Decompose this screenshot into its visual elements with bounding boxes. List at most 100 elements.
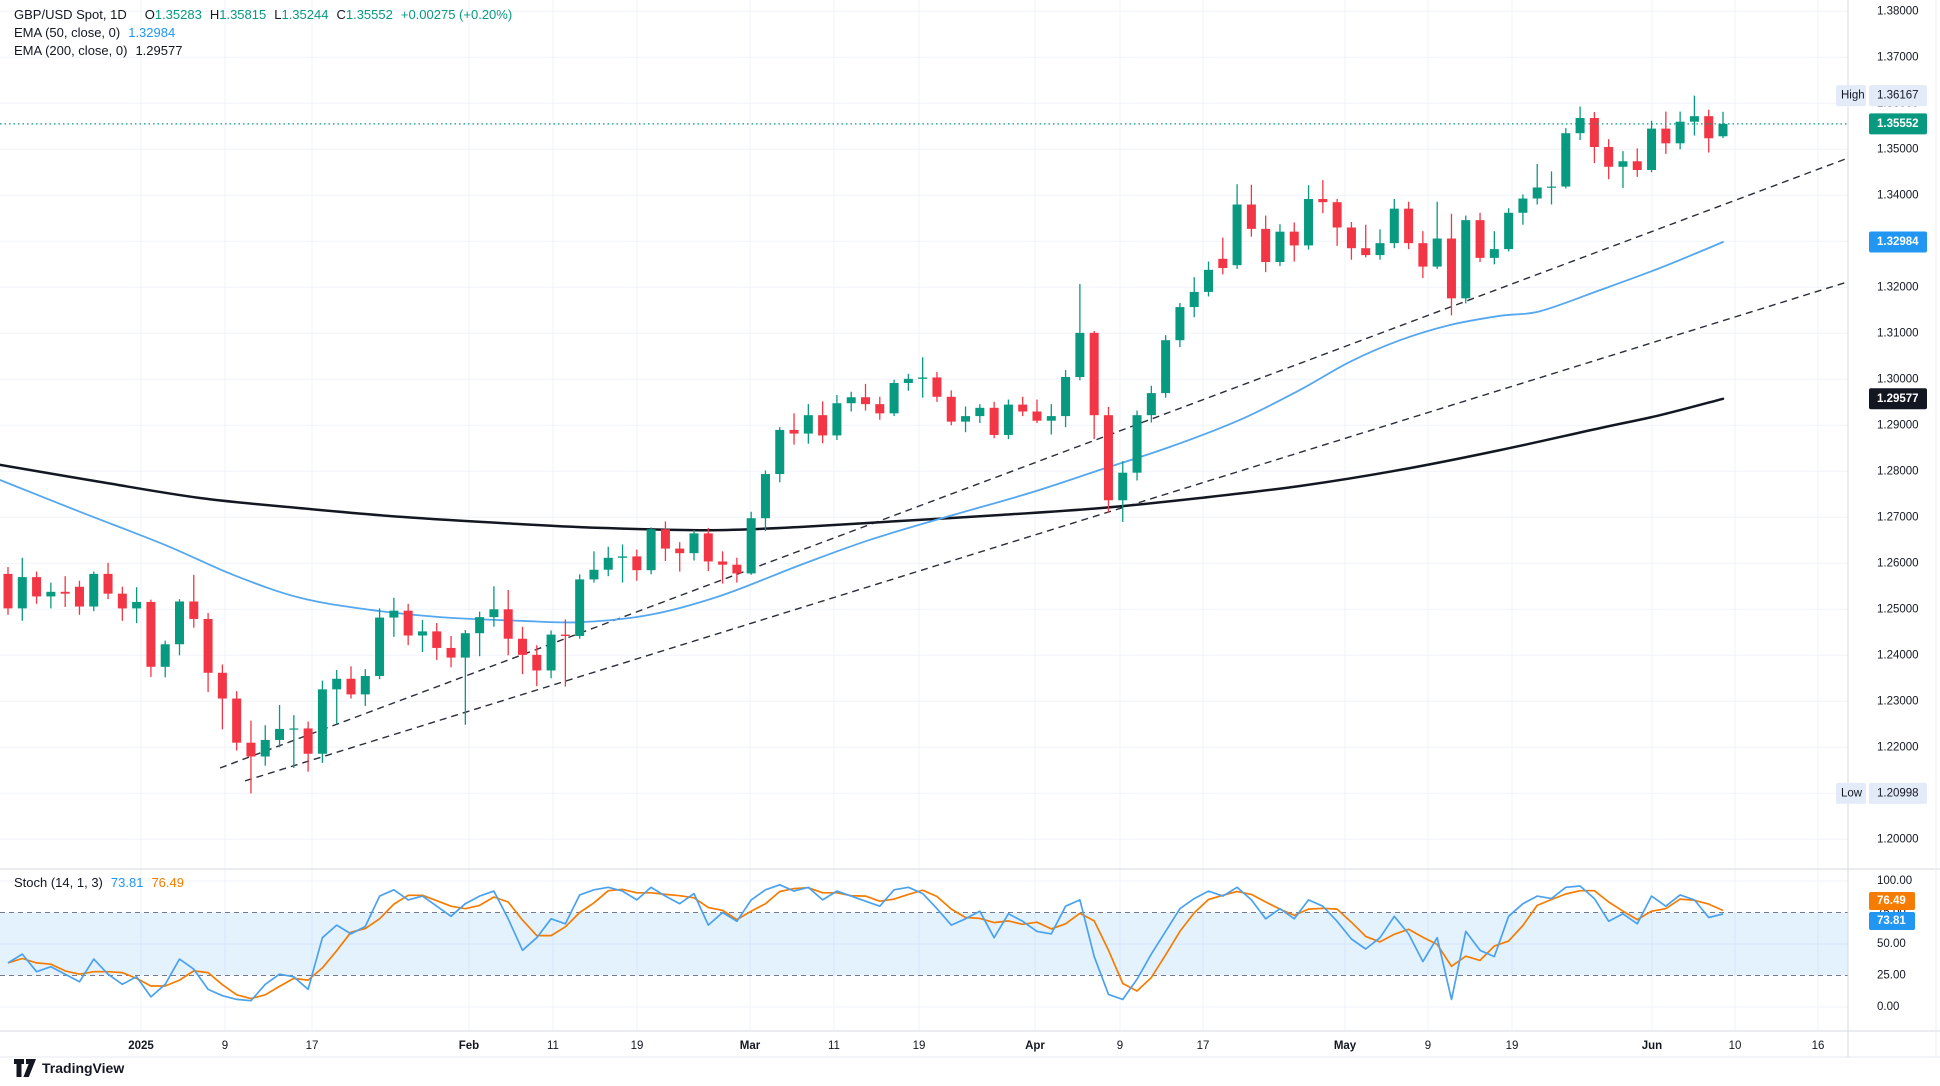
price-axis-label: 1.35000 xyxy=(1877,143,1919,155)
candle-body xyxy=(732,564,742,574)
candle-body xyxy=(1547,186,1557,188)
low-marker-chip-label-bg xyxy=(1836,782,1866,804)
ohlc-value: 1.35815 xyxy=(219,7,267,22)
stoch-d-badge-bg xyxy=(1869,892,1915,910)
candle-body xyxy=(1132,415,1142,473)
ohlc-value: 1.35283 xyxy=(154,7,202,22)
last-price-badge-text: 1.35552 xyxy=(1877,118,1919,130)
price-axis-label: 1.24000 xyxy=(1877,649,1919,661)
candle-body xyxy=(1632,161,1642,170)
ohlc-value: 1.35552 xyxy=(345,7,393,22)
candle-body xyxy=(117,593,127,609)
stoch-k-badge-bg xyxy=(1869,912,1915,930)
candle-body xyxy=(360,676,370,695)
candle-body xyxy=(961,416,971,422)
ema50-line[interactable] xyxy=(0,241,1724,624)
time-axis-label: 19 xyxy=(631,1040,644,1052)
candle-body xyxy=(946,396,956,422)
candle-body xyxy=(1146,393,1156,416)
candle-body xyxy=(918,377,928,379)
candle-body xyxy=(1604,147,1614,167)
candles-layer[interactable] xyxy=(3,95,1728,794)
time-axis-label: 11 xyxy=(547,1040,559,1052)
candle-body xyxy=(1089,332,1099,416)
candle-body xyxy=(703,533,713,562)
candle-body xyxy=(289,728,299,730)
stoch-k-value: 73.81 xyxy=(110,875,144,890)
candle-body xyxy=(32,577,42,597)
trendline-upper[interactable] xyxy=(219,157,1849,769)
candle-body xyxy=(1375,243,1385,256)
ema200-value: 1.29577 xyxy=(135,43,183,58)
candle-body xyxy=(1232,204,1242,266)
candle-body xyxy=(1161,340,1171,394)
time-axis-label: 19 xyxy=(1506,1040,1519,1052)
ema50-legend-row[interactable]: EMA (50, close, 0) 1.32984 xyxy=(14,24,512,42)
candle-body xyxy=(1189,291,1199,308)
candle-body xyxy=(1003,404,1013,435)
candle-body xyxy=(132,601,142,609)
price-axis-label: 1.37000 xyxy=(1877,51,1919,63)
high-marker-chip-value: 1.36167 xyxy=(1877,90,1919,102)
price-axis-label: 1.25000 xyxy=(1877,603,1919,615)
candle-body xyxy=(560,634,570,636)
last-price-badge: 1.35552 xyxy=(1869,113,1927,135)
candle-body xyxy=(1404,208,1414,244)
candle-body xyxy=(1218,258,1228,268)
candle-body xyxy=(1461,220,1471,299)
candle-body xyxy=(246,742,256,757)
stoch-legend[interactable]: Stoch (14, 1, 3) 73.81 76.49 xyxy=(14,874,184,892)
ohlc-key: L xyxy=(274,7,282,22)
candle-body xyxy=(74,586,84,607)
candle-body xyxy=(646,529,656,571)
candle-body xyxy=(260,739,270,757)
high-marker-chip: High 1.36167 xyxy=(1836,85,1927,107)
ema200-line[interactable] xyxy=(0,397,1725,532)
candle-body xyxy=(660,529,670,549)
price-axis-label: 1.28000 xyxy=(1877,465,1919,477)
candle-body xyxy=(446,647,456,658)
gridlines-layer xyxy=(0,0,1848,1031)
candle-body xyxy=(232,698,242,743)
candle-body xyxy=(1675,121,1685,144)
ema50-price-badge: 1.32984 xyxy=(1869,231,1927,253)
ema200-legend-row[interactable]: EMA (200, close, 0) 1.29577 xyxy=(14,42,512,60)
candle-body xyxy=(460,633,470,658)
candle-body xyxy=(89,573,99,607)
ema200-price-badge-text: 1.29577 xyxy=(1877,393,1919,405)
ema200-label: EMA (200, close, 0) xyxy=(14,43,128,58)
candle-body xyxy=(217,672,227,699)
candle-body xyxy=(718,561,728,565)
candle-body xyxy=(689,533,699,554)
stoch-k-line[interactable] xyxy=(7,883,1724,1002)
tradingview-logo-icon xyxy=(14,1059,36,1077)
candle-body xyxy=(675,548,685,554)
candle-body xyxy=(1318,198,1328,203)
stoch-k-badge-text: 73.81 xyxy=(1877,915,1906,927)
candle-body xyxy=(3,573,13,609)
time-axis-label: 10 xyxy=(1729,1040,1742,1052)
candle-body xyxy=(932,377,942,397)
candle-body xyxy=(1532,187,1542,199)
price-axis-label: 1.22000 xyxy=(1877,741,1919,753)
stoch-d-line[interactable] xyxy=(7,886,1724,1000)
candle-body xyxy=(503,609,513,639)
time-axis-label: Apr xyxy=(1025,1040,1045,1052)
candle-body xyxy=(1489,249,1499,258)
candle-body xyxy=(889,382,899,414)
candle-body xyxy=(775,429,785,475)
candle-body xyxy=(1389,208,1399,244)
time-axis[interactable]: 2025 9 17 Feb 11 19 Mar 11 19 Apr 9 17 May 9 19 Jun 10 16 xyxy=(128,1040,1824,1052)
tradingview-watermark[interactable]: TradingView xyxy=(14,1059,124,1077)
time-axis-label: 19 xyxy=(913,1040,926,1052)
candle-body xyxy=(632,556,642,571)
trendline-lower[interactable] xyxy=(244,281,1849,782)
stoch-d-badge: 76.49 xyxy=(1869,892,1915,910)
candle-body xyxy=(1261,228,1271,262)
price-axis-label: 1.34000 xyxy=(1877,189,1919,201)
candle-body xyxy=(589,569,599,580)
low-marker-chip-value: 1.20998 xyxy=(1877,787,1919,799)
symbol-title-row[interactable]: GBP/USD Spot, 1D O1.35283 H1.35815 L1.35244… xyxy=(14,6,512,24)
